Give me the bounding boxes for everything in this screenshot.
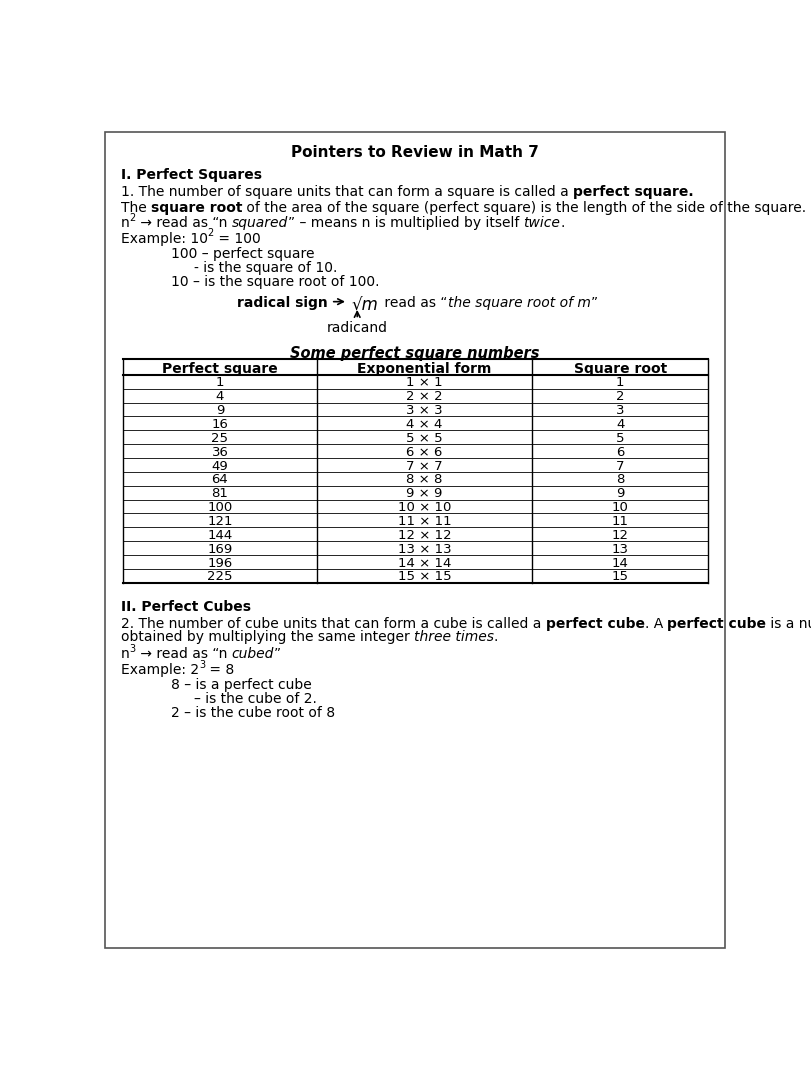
Text: 225: 225 — [207, 570, 233, 583]
Text: 15: 15 — [611, 570, 629, 583]
Text: 4: 4 — [216, 391, 224, 403]
Text: 1. The number of square units that can form a square is called a: 1. The number of square units that can f… — [121, 185, 573, 199]
Text: 8 × 8: 8 × 8 — [406, 473, 443, 487]
Text: . A: . A — [645, 616, 667, 630]
Text: → read as “n: → read as “n — [135, 216, 231, 230]
Text: radicand: radicand — [327, 321, 388, 335]
Text: 2: 2 — [616, 391, 624, 403]
Text: perfect cube: perfect cube — [546, 616, 645, 630]
Text: n: n — [121, 216, 130, 230]
Text: obtained by multiplying the same integer: obtained by multiplying the same integer — [121, 630, 414, 644]
Text: ” – means n is multiplied by itself: ” – means n is multiplied by itself — [288, 216, 523, 230]
Text: 25: 25 — [212, 432, 229, 445]
Text: II. Perfect Cubes: II. Perfect Cubes — [121, 599, 251, 613]
Text: 5 × 5: 5 × 5 — [406, 432, 443, 445]
Text: 2 – is the cube root of 8: 2 – is the cube root of 8 — [171, 706, 335, 720]
Text: 9 × 9: 9 × 9 — [406, 487, 443, 500]
Text: Example: 2: Example: 2 — [121, 662, 199, 677]
Text: = 8: = 8 — [205, 662, 234, 677]
Text: 15 × 15: 15 × 15 — [397, 570, 452, 583]
Text: 2: 2 — [130, 213, 135, 224]
Text: three times: three times — [414, 630, 494, 644]
Text: → read as “n: → read as “n — [135, 647, 231, 661]
Text: = 100: = 100 — [214, 231, 261, 246]
Text: 8: 8 — [616, 473, 624, 487]
Text: - is the square of 10.: - is the square of 10. — [195, 261, 337, 275]
Text: 3: 3 — [199, 660, 205, 670]
Text: 2. The number of cube units that can form a cube is called a: 2. The number of cube units that can for… — [121, 616, 546, 630]
Text: 14 × 14: 14 × 14 — [398, 556, 451, 569]
Text: 144: 144 — [208, 529, 233, 541]
Text: 7: 7 — [616, 459, 624, 473]
Text: 121: 121 — [207, 515, 233, 528]
Text: 13: 13 — [611, 542, 629, 555]
Text: 6 × 6: 6 × 6 — [406, 445, 443, 459]
Text: .: . — [560, 216, 564, 230]
Text: 4: 4 — [616, 418, 624, 431]
Text: 10 × 10: 10 × 10 — [398, 501, 451, 514]
Text: 8 – is a perfect cube: 8 – is a perfect cube — [171, 678, 312, 692]
Text: Perfect square: Perfect square — [162, 362, 278, 376]
Text: – is the cube of 2.: – is the cube of 2. — [195, 692, 317, 706]
Text: 9: 9 — [616, 487, 624, 500]
Text: n: n — [121, 647, 130, 661]
Text: ”: ” — [590, 296, 598, 310]
Text: 16: 16 — [212, 418, 229, 431]
Text: 1: 1 — [216, 377, 224, 389]
Text: 3 × 3: 3 × 3 — [406, 404, 443, 417]
Text: of the area of the square (perfect square) is the length of the side of the squa: of the area of the square (perfect squar… — [242, 201, 806, 215]
Text: Square root: Square root — [573, 362, 667, 376]
Text: squared: squared — [231, 216, 288, 230]
Text: 7 × 7: 7 × 7 — [406, 459, 443, 473]
Text: 36: 36 — [212, 445, 229, 459]
Text: 4 × 4: 4 × 4 — [406, 418, 443, 431]
Text: 11 × 11: 11 × 11 — [397, 515, 452, 528]
Text: Some perfect square numbers: Some perfect square numbers — [290, 346, 540, 361]
Text: √m: √m — [351, 296, 378, 315]
Text: ”: ” — [274, 647, 281, 661]
Text: 49: 49 — [212, 459, 229, 473]
Text: 81: 81 — [212, 487, 229, 500]
Text: Example: 10: Example: 10 — [121, 231, 208, 246]
Text: 3: 3 — [616, 404, 624, 417]
Text: 1 × 1: 1 × 1 — [406, 377, 443, 389]
Text: cubed: cubed — [231, 647, 274, 661]
Text: I. Perfect Squares: I. Perfect Squares — [121, 168, 262, 183]
Text: square root: square root — [151, 201, 242, 215]
Text: Pointers to Review in Math 7: Pointers to Review in Math 7 — [291, 146, 539, 160]
Text: 64: 64 — [212, 473, 229, 487]
Text: perfect square.: perfect square. — [573, 185, 693, 199]
Text: 2: 2 — [208, 229, 214, 239]
Text: 6: 6 — [616, 445, 624, 459]
Text: read as “: read as “ — [380, 296, 448, 310]
Text: twice: twice — [523, 216, 560, 230]
Text: 11: 11 — [611, 515, 629, 528]
Text: 13 × 13: 13 × 13 — [397, 542, 452, 555]
Text: 100: 100 — [208, 501, 233, 514]
Text: .: . — [494, 630, 498, 644]
Text: 10: 10 — [611, 501, 629, 514]
Text: 2 × 2: 2 × 2 — [406, 391, 443, 403]
Text: 12 × 12: 12 × 12 — [397, 529, 452, 541]
Text: radical sign: radical sign — [237, 296, 328, 310]
Text: 100 – perfect square: 100 – perfect square — [171, 247, 315, 261]
Text: 1: 1 — [616, 377, 624, 389]
Text: The: The — [121, 201, 151, 215]
Text: 9: 9 — [216, 404, 224, 417]
Text: the square root of m: the square root of m — [448, 296, 590, 310]
Text: 12: 12 — [611, 529, 629, 541]
Text: is a number that is: is a number that is — [766, 616, 811, 630]
Text: 169: 169 — [208, 542, 233, 555]
Text: perfect cube: perfect cube — [667, 616, 766, 630]
Text: 196: 196 — [208, 556, 233, 569]
Text: 10 – is the square root of 100.: 10 – is the square root of 100. — [171, 275, 380, 289]
Text: 3: 3 — [130, 644, 135, 654]
Text: Exponential form: Exponential form — [358, 362, 491, 376]
Text: 5: 5 — [616, 432, 624, 445]
Text: 14: 14 — [611, 556, 629, 569]
